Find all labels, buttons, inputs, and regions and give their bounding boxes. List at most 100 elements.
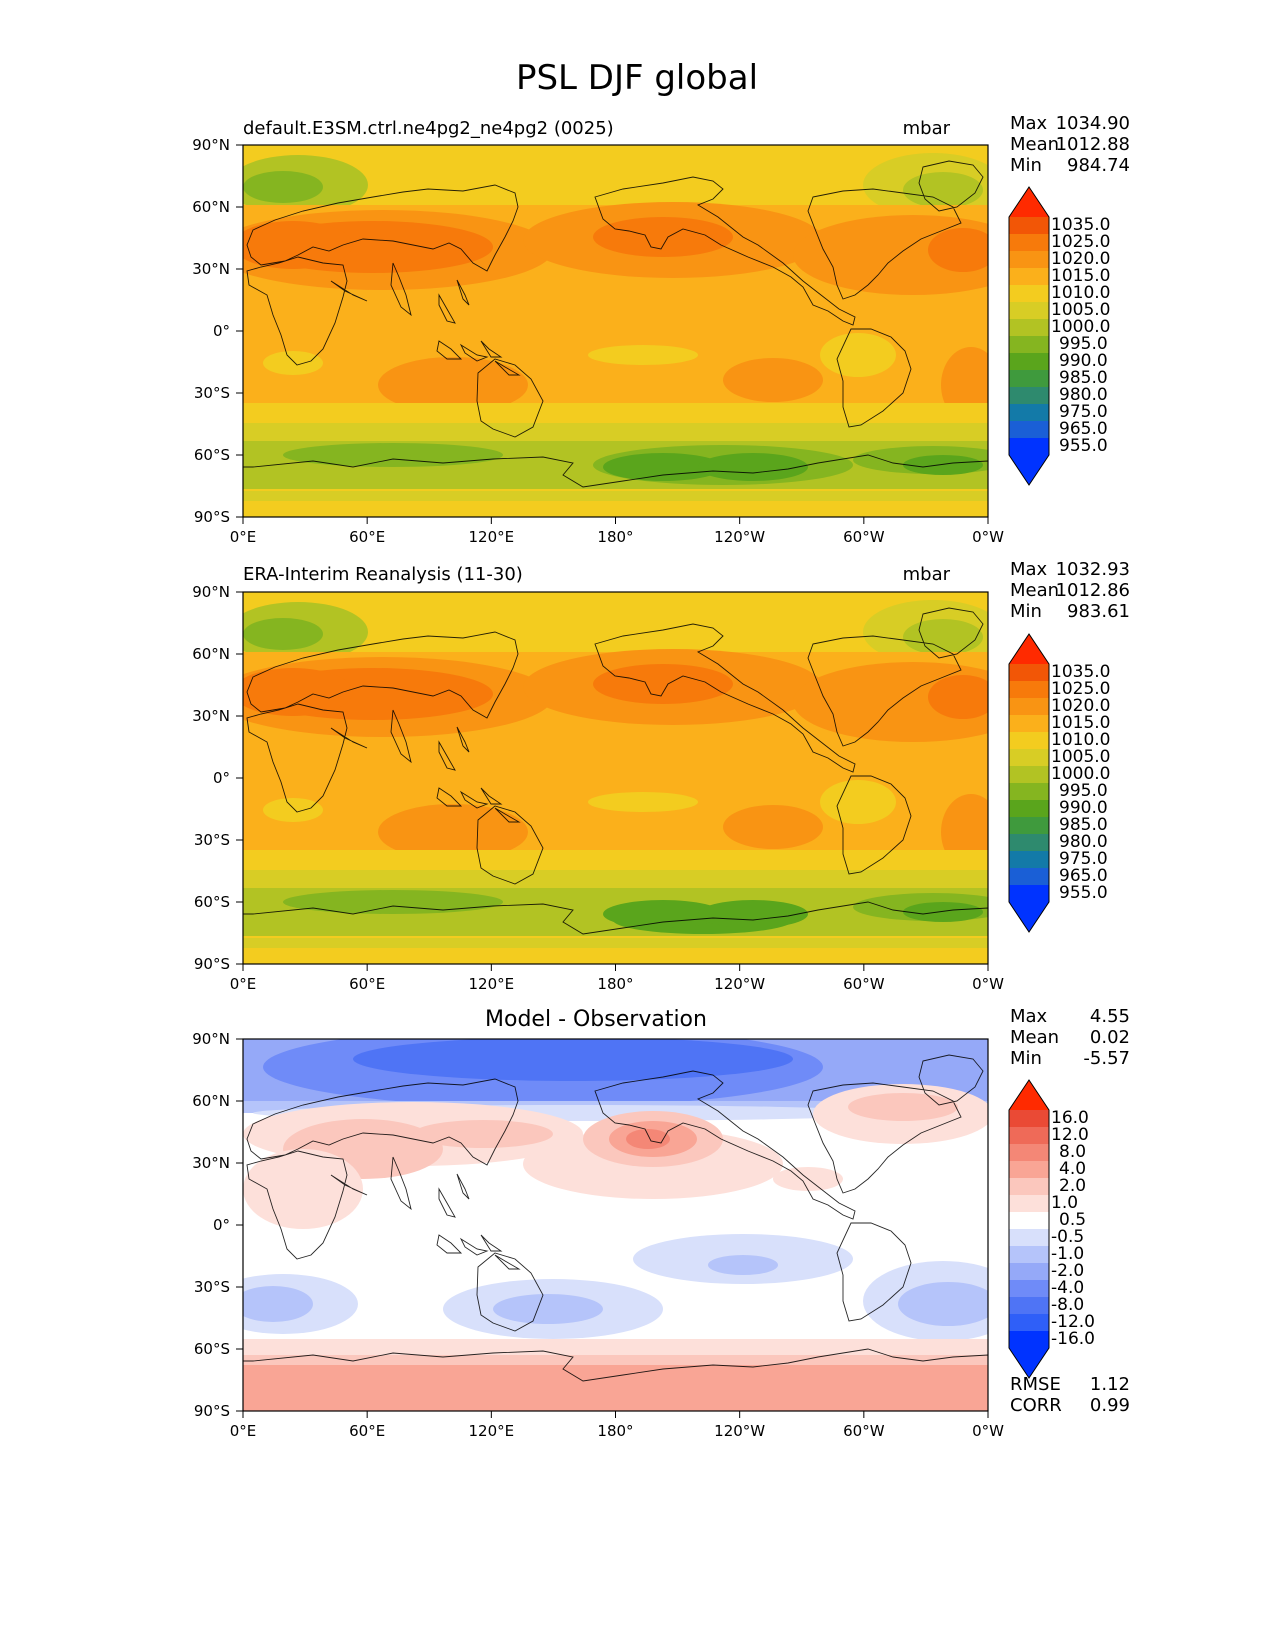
contour-blob	[243, 171, 323, 203]
colorbar-label: 975.0	[1059, 402, 1108, 422]
mean-label: Mean	[1010, 1027, 1059, 1048]
stats-box: Max 1034.90 Mean 1012.88 Min 984.74	[1010, 113, 1130, 176]
map-diff	[242, 1038, 989, 1412]
colorbar-label: 955.0	[1059, 883, 1108, 903]
colorbar-label: 1020.0	[1051, 696, 1110, 716]
colorbar-label: 1015.0	[1051, 713, 1110, 733]
lon-tick-label: 120°E	[469, 528, 515, 546]
contour-blob	[698, 900, 808, 928]
colorbar-label: 4.0	[1059, 1159, 1086, 1179]
colorbar-label: -1.0	[1051, 1244, 1084, 1264]
colorbar-segment	[1009, 817, 1049, 835]
colorbar-segment	[1009, 766, 1049, 784]
contour-band	[243, 870, 988, 890]
contour-blob	[588, 792, 698, 812]
contour-band	[243, 145, 988, 173]
lat-tick-label: 60°S	[194, 893, 230, 911]
max-label: Max	[1010, 1006, 1048, 1027]
stats-box: Max 1032.93 Mean 1012.86 Min 983.61	[1010, 559, 1130, 622]
colorbar-segment	[1009, 698, 1049, 716]
panel-model: default.E3SM.ctrl.ne4pg2_ne4pg2 (0025) m…	[192, 113, 1130, 546]
min-label: Min	[1010, 1048, 1042, 1069]
colorbar: 1035.01025.01020.01015.01010.01005.01000…	[1008, 186, 1110, 486]
contour-band	[243, 948, 988, 964]
contour-blob	[903, 902, 983, 922]
contour-blob	[603, 900, 723, 928]
contour-band	[243, 1365, 988, 1411]
lon-tick-label: 0°W	[972, 975, 1004, 993]
lat-tick-label: 30°N	[192, 1154, 230, 1172]
colorbar-label: 995.0	[1059, 334, 1108, 354]
colorbar-segment	[1009, 217, 1049, 235]
contour-blob	[903, 619, 983, 655]
lon-tick-label: 180°	[597, 975, 633, 993]
stats-box: Max 4.55 Mean 0.02 Min -5.57	[1010, 1006, 1130, 1069]
lon-tick-label: 0°E	[230, 975, 257, 993]
mean-label: Mean	[1010, 134, 1059, 155]
colorbar-label: 0.5	[1059, 1210, 1086, 1230]
metrics-box: RMSE 1.12 CORR 0.99	[1010, 1374, 1130, 1416]
max-value: 1034.90	[1056, 113, 1130, 134]
lon-tick-label: 60°E	[349, 1422, 385, 1440]
colorbar-label: 980.0	[1059, 832, 1108, 852]
contour-field	[243, 1039, 988, 1411]
rmse-value: 1.12	[1090, 1374, 1130, 1395]
colorbar-segment	[1009, 681, 1049, 699]
contour-blob	[708, 1255, 778, 1275]
lat-tick-label: 90°S	[194, 955, 230, 973]
lon-tick-label: 60°W	[843, 528, 885, 546]
colorbar-segment	[1009, 1280, 1049, 1298]
colorbar-label: 1015.0	[1051, 266, 1110, 286]
lat-tick-label: 90°S	[194, 508, 230, 526]
contour-blob	[243, 1286, 313, 1322]
colorbar-label: 1020.0	[1051, 249, 1110, 269]
contour-blob	[283, 443, 503, 467]
contour-blob	[820, 780, 896, 824]
colorbar: 16.012.08.04.02.01.00.5-0.5-1.0-2.0-4.0-…	[1008, 1079, 1095, 1379]
colorbar-segment	[1009, 336, 1049, 354]
colorbar-label: 990.0	[1059, 351, 1108, 371]
colorbar-label: 1035.0	[1051, 215, 1110, 235]
colorbar-outline	[1008, 1079, 1050, 1379]
contour-blob	[378, 804, 528, 860]
colorbar-label: 1010.0	[1051, 730, 1110, 750]
contour-blob	[283, 890, 503, 914]
contour-blob	[928, 228, 988, 272]
contour-blob	[243, 618, 323, 650]
colorbar-label: 1025.0	[1051, 679, 1110, 699]
colorbar-segment	[1009, 353, 1049, 371]
lat-tick-label: 60°N	[192, 645, 230, 663]
lat-tick-label: 0°	[213, 1216, 230, 1234]
units-label: mbar	[903, 118, 951, 139]
colorbar-segment	[1009, 749, 1049, 767]
lon-tick-label: 60°E	[349, 975, 385, 993]
max-label: Max	[1010, 113, 1048, 134]
colorbar-label: 985.0	[1059, 815, 1108, 835]
colorbar-segment	[1009, 732, 1049, 750]
contour-blob	[820, 333, 896, 377]
colorbar-label: 980.0	[1059, 385, 1108, 405]
lon-tick-label: 0°E	[230, 528, 257, 546]
contour-blob	[263, 798, 323, 822]
lon-tick-label: 120°W	[714, 975, 765, 993]
colorbar-outline	[1008, 186, 1050, 486]
contour-blob	[928, 675, 988, 719]
lon-tick-label: 60°E	[349, 528, 385, 546]
colorbar-extend-top	[1009, 1080, 1049, 1110]
contour-blob	[353, 1039, 793, 1081]
colorbar-label: 1035.0	[1051, 662, 1110, 682]
lat-tick-label: 60°S	[194, 446, 230, 464]
contour-blob	[593, 217, 733, 257]
lat-tick-label: 60°N	[192, 1092, 230, 1110]
colorbar-segment	[1009, 421, 1049, 439]
lat-tick-label: 30°N	[192, 260, 230, 278]
contour-blob	[263, 351, 323, 375]
map-axes: 90°N 60°N 30°N 0° 30°S 60°S 90°S0°E 60°E 120°E 18…	[192, 136, 1004, 546]
colorbar-label: -12.0	[1051, 1312, 1095, 1332]
max-value: 1032.93	[1056, 559, 1130, 580]
colorbar-segment	[1009, 1161, 1049, 1179]
rmse-label: RMSE	[1010, 1374, 1061, 1395]
contour-blob	[243, 221, 353, 269]
colorbar-segment	[1009, 783, 1049, 801]
colorbar-label: 1010.0	[1051, 283, 1110, 303]
